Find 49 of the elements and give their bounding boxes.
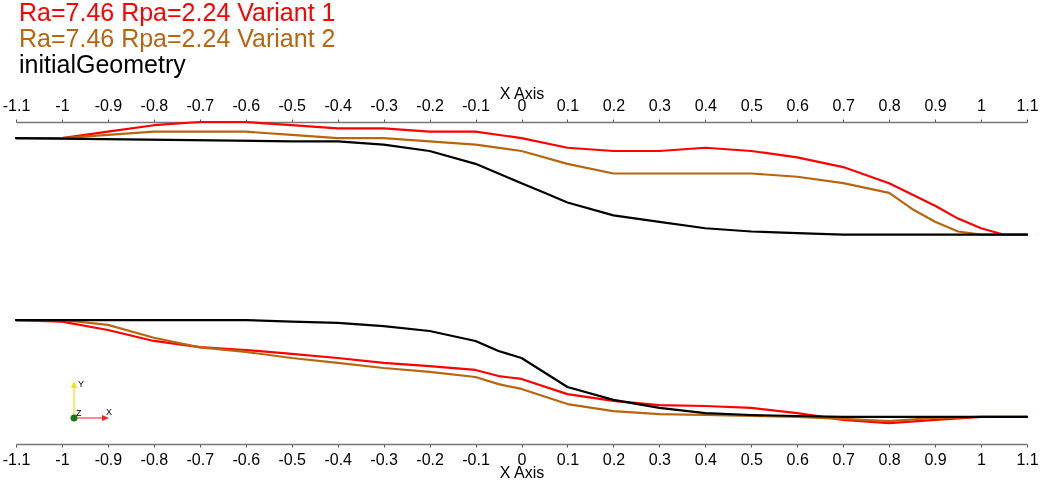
- x2-tick-label: -0.6: [232, 96, 261, 114]
- x2-tick-label: -0.3: [370, 96, 399, 114]
- x-tick-label: 1.1: [1016, 450, 1039, 468]
- x2-tick-label: -0.8: [140, 96, 169, 114]
- x2-tick-label: 0.4: [694, 96, 718, 114]
- x-tick-label: -0.5: [278, 450, 307, 468]
- x2-tick-label: -0.4: [324, 96, 353, 114]
- x-tick-label: -0.2: [416, 450, 444, 468]
- x-tick-label: 0.4: [694, 450, 718, 468]
- annotation: Z: [76, 408, 82, 418]
- x-tick-label: -0.9: [94, 450, 123, 468]
- x2-tick-label: 0.5: [740, 96, 763, 114]
- x2-tick-label: 0.6: [786, 96, 809, 114]
- x2-tick-label: -1.1: [2, 96, 31, 114]
- x-tick-label: -0.1: [462, 450, 490, 468]
- x-tick-label: -0.6: [232, 450, 261, 468]
- x2-tick-label: 0.7: [832, 96, 855, 114]
- x2-tick-label: -0.1: [462, 96, 490, 114]
- x-tick-label: 0.7: [832, 450, 855, 468]
- x2-tick-label: -0.7: [186, 96, 215, 114]
- x2-tick-label: 0.8: [878, 96, 901, 114]
- x-tick-label: 0.9: [924, 450, 947, 468]
- x2-tick-label: -0.5: [278, 96, 307, 114]
- x-tick-label: 1: [977, 450, 987, 468]
- x2-tick-label: 0.9: [924, 96, 947, 114]
- annotation: Y: [78, 379, 85, 389]
- x-tick-label: 0.2: [602, 450, 626, 468]
- x-tick-label: 0.8: [878, 450, 901, 468]
- x2-tick-label: -0.2: [416, 96, 444, 114]
- x-tick-label: -0.7: [186, 450, 215, 468]
- x-tick-label: -1.1: [2, 450, 31, 468]
- x-tick-label: 0.1: [556, 450, 580, 468]
- text: Ra=7.46 Rpa=2.24 Variant 1: [19, 0, 336, 26]
- x-axis-title: X Axis: [499, 463, 545, 481]
- annotation: X: [106, 407, 113, 417]
- x-tick-label: -1: [55, 450, 70, 468]
- x-tick-label: -0.4: [324, 450, 353, 468]
- x-tick-label: -0.8: [140, 450, 169, 468]
- x-tick-label: 0.5: [740, 450, 763, 468]
- x-tick-label: 0.6: [786, 450, 809, 468]
- x-tick-label: -0.3: [370, 450, 399, 468]
- x-tick-label: 0.3: [648, 450, 672, 468]
- x2-tick-label: -0.9: [94, 96, 123, 114]
- x2-tick-label: 0.2: [602, 96, 626, 114]
- x2-tick-label: 1.1: [1016, 96, 1039, 114]
- x2-tick-label: 1: [977, 96, 987, 114]
- x2-tick-label: -1: [55, 96, 70, 114]
- x2-tick-label: 0.3: [648, 96, 672, 114]
- x2-tick-label: 0.1: [556, 96, 580, 114]
